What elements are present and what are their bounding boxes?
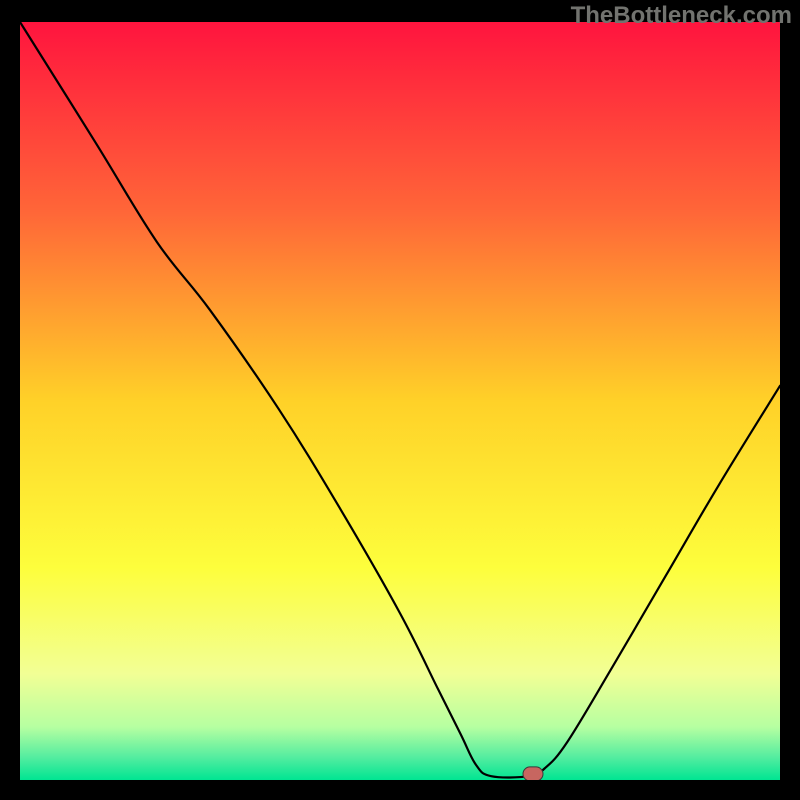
chart-container: TheBottleneck.com <box>0 0 800 800</box>
bottleneck-curve-svg <box>20 22 780 780</box>
plot-area <box>20 22 780 780</box>
optimal-point-marker <box>523 767 543 780</box>
watermark-text: TheBottleneck.com <box>571 2 792 30</box>
bottleneck-curve <box>20 22 780 778</box>
